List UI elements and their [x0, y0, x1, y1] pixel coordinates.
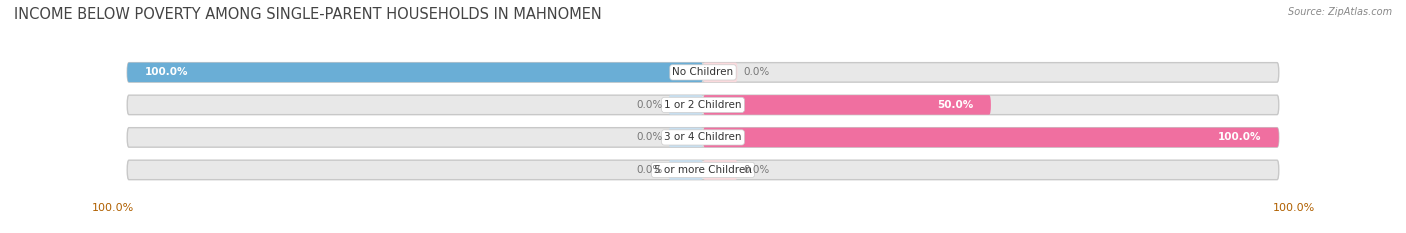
FancyBboxPatch shape — [127, 128, 1279, 147]
Text: 3 or 4 Children: 3 or 4 Children — [664, 132, 742, 142]
FancyBboxPatch shape — [703, 95, 991, 115]
Text: No Children: No Children — [672, 67, 734, 77]
Text: 0.0%: 0.0% — [637, 100, 662, 110]
Text: 1 or 2 Children: 1 or 2 Children — [664, 100, 742, 110]
Text: 5 or more Children: 5 or more Children — [654, 165, 752, 175]
FancyBboxPatch shape — [703, 160, 738, 180]
FancyBboxPatch shape — [127, 63, 703, 82]
FancyBboxPatch shape — [668, 160, 703, 180]
Text: 0.0%: 0.0% — [744, 67, 769, 77]
Text: 100.0%: 100.0% — [1218, 132, 1261, 142]
Text: 0.0%: 0.0% — [744, 165, 769, 175]
Text: Source: ZipAtlas.com: Source: ZipAtlas.com — [1288, 7, 1392, 17]
FancyBboxPatch shape — [668, 95, 703, 115]
Text: 100.0%: 100.0% — [145, 67, 188, 77]
FancyBboxPatch shape — [703, 63, 738, 82]
FancyBboxPatch shape — [127, 95, 1279, 115]
Text: INCOME BELOW POVERTY AMONG SINGLE-PARENT HOUSEHOLDS IN MAHNOMEN: INCOME BELOW POVERTY AMONG SINGLE-PARENT… — [14, 7, 602, 22]
Text: 0.0%: 0.0% — [637, 132, 662, 142]
Text: 0.0%: 0.0% — [637, 165, 662, 175]
Text: 50.0%: 50.0% — [938, 100, 973, 110]
FancyBboxPatch shape — [127, 160, 1279, 180]
Text: 100.0%: 100.0% — [91, 203, 134, 213]
FancyBboxPatch shape — [127, 63, 1279, 82]
FancyBboxPatch shape — [668, 128, 703, 147]
FancyBboxPatch shape — [703, 128, 1279, 147]
Text: 100.0%: 100.0% — [1272, 203, 1315, 213]
